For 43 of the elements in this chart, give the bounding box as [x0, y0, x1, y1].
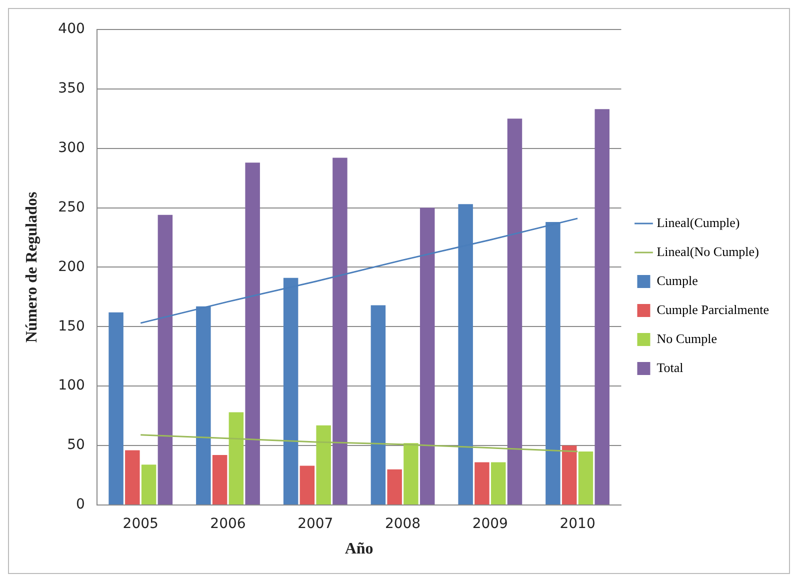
y-tick-label: 350 [58, 80, 85, 96]
y-tick-label: 200 [58, 258, 85, 275]
bar [420, 208, 435, 504]
bar [245, 162, 260, 504]
legend-label: No Cumple [656, 330, 718, 346]
legend-label: Cumple Parcialmente [656, 302, 770, 317]
y-axis-title: Número de Regulados [24, 192, 41, 343]
bar [404, 443, 418, 504]
legend-label: Lineal(No Cumple) [656, 244, 759, 259]
y-tick-label: 400 [58, 21, 85, 38]
bar [387, 469, 402, 504]
bar [316, 425, 331, 504]
bar [562, 446, 577, 504]
y-tick-label: 50 [67, 437, 85, 454]
y-tick-label: 0 [76, 496, 85, 513]
y-tick-label: 150 [58, 318, 85, 334]
x-tick-label: 2005 [122, 516, 158, 532]
bar [332, 158, 348, 504]
x-axis-title: Año [344, 540, 374, 558]
bar [370, 305, 386, 504]
y-tick-label: 300 [58, 140, 85, 156]
bar [141, 464, 156, 504]
x-tick-label: 2006 [210, 516, 246, 532]
x-tick-label: 2007 [298, 516, 334, 532]
legend-label: Lineal(Cumple) [656, 214, 740, 230]
bar [507, 118, 522, 504]
bar [228, 412, 244, 504]
legend-label: Total [656, 360, 684, 375]
bar [158, 214, 173, 504]
x-tick-label: 2008 [384, 516, 421, 532]
x-tick-label: 2009 [472, 516, 508, 532]
bar [212, 455, 228, 504]
legend-label: Cumple [656, 272, 698, 288]
x-tick-label: 2010 [560, 516, 596, 532]
bar [125, 450, 140, 504]
y-tick-label: 250 [58, 199, 85, 216]
bar [490, 462, 506, 504]
bar [300, 466, 315, 504]
bar [108, 312, 124, 504]
bar [474, 462, 490, 504]
bar [594, 109, 610, 504]
y-tick-label: 100 [58, 378, 85, 394]
bar [578, 451, 594, 504]
